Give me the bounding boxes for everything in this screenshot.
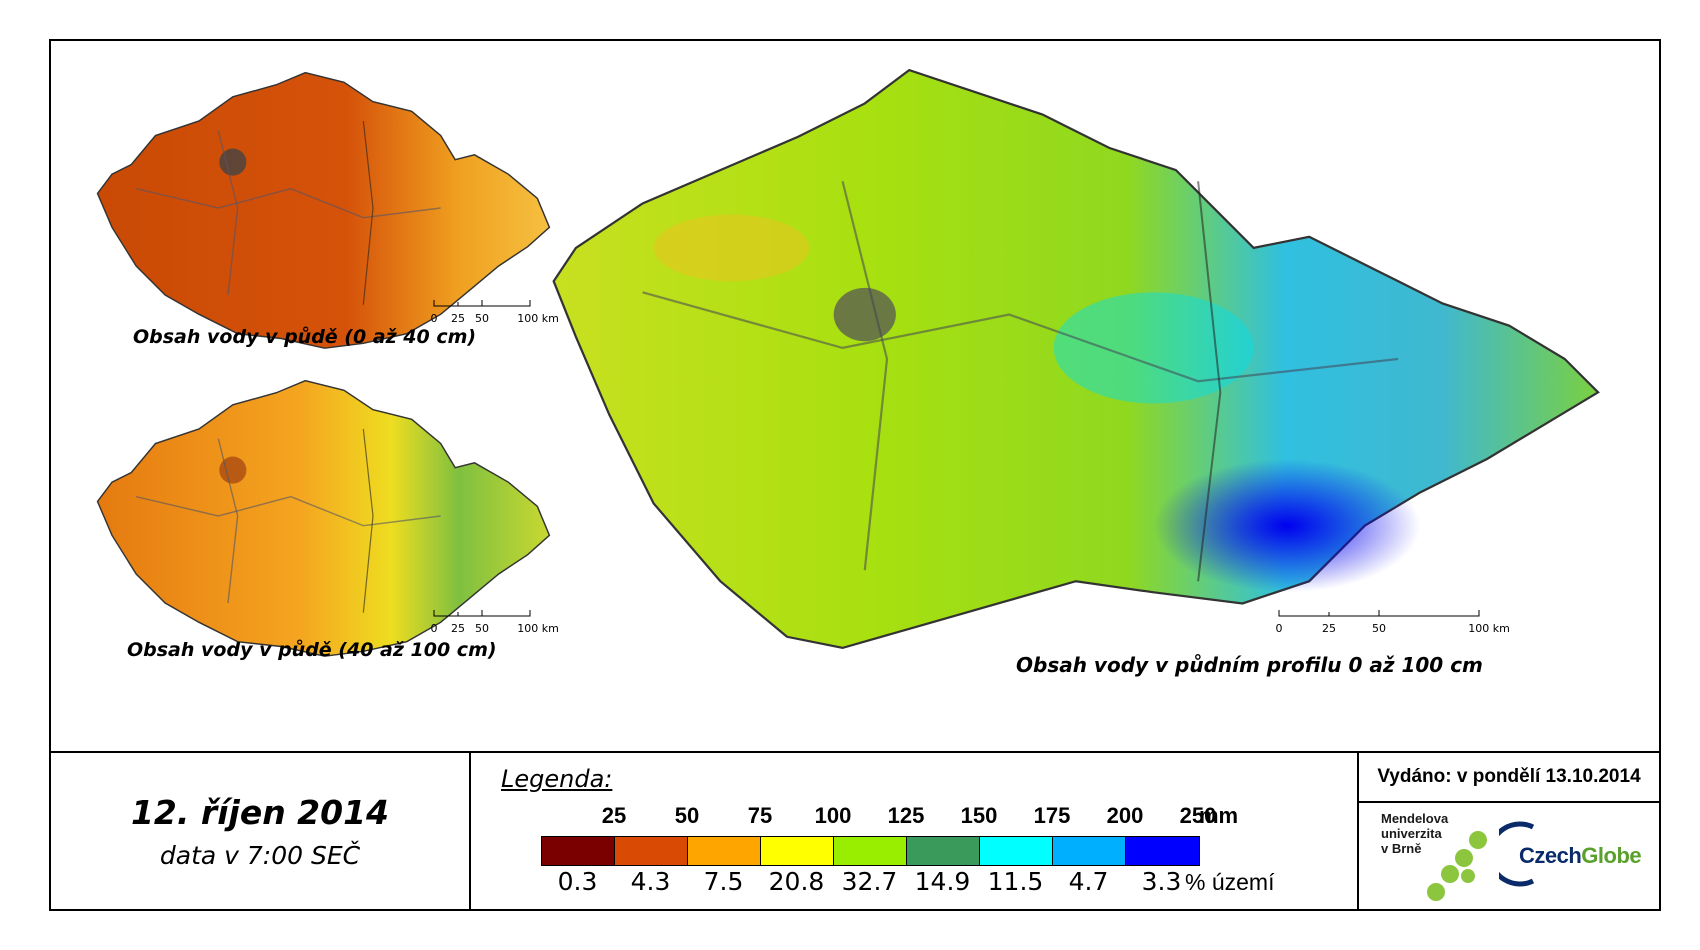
legend-swatch [1126, 837, 1199, 865]
legend-pct-value: 4.3 [630, 867, 671, 896]
mendel-university-logo: Mendelova univerzita v Brně [1381, 811, 1501, 905]
legend-pct-value: 3.3 [1141, 867, 1182, 896]
legend-swatch [1053, 837, 1126, 865]
date-title: 12. říjen 2014 [130, 793, 390, 832]
legend-mm-value: 150 [960, 803, 998, 828]
scalebar-small-bottom: 0 25 50 100 km [431, 610, 593, 640]
legend-pct-value: 0.3 [557, 867, 598, 896]
maps-area: Obsah vody v půdě (0 až 40 cm) Obsah vod… [51, 41, 1659, 751]
scalebar-small-top: 0 25 50 100 km [431, 300, 593, 330]
legend-mm-value: 50 [674, 803, 700, 828]
legend-swatch [980, 837, 1053, 865]
legend-swatch [761, 837, 834, 865]
date-subtitle: data v 7:00 SEČ [159, 841, 361, 870]
legend-pct-value: 11.5 [987, 867, 1044, 896]
caption-small-bottom: Obsah vody v půdě (40 až 100 cm) [127, 639, 497, 661]
czechglobe-logo: CzechGlobe [1499, 819, 1649, 889]
legend-mm-value: 200 [1106, 803, 1144, 828]
info-panel: 12. říjen 2014 data v 7:00 SEČ Legenda: … [51, 751, 1659, 911]
legend-mm-value: 25 [601, 803, 627, 828]
legend-pct-value: 14.9 [914, 867, 971, 896]
map-large [552, 68, 1600, 650]
legend-mm-unit: mm [1199, 803, 1239, 828]
issuer-cell: Vydáno: v pondělí 13.10.2014 Mendelova u… [1359, 753, 1659, 911]
legend-mm-value: 175 [1033, 803, 1071, 828]
legend-pct-value: 20.8 [768, 867, 825, 896]
legend-swatch [688, 837, 761, 865]
caption-large: Obsah vody v půdním profilu 0 až 100 cm [1016, 653, 1483, 677]
map-small-bottom [96, 379, 551, 657]
czech-outline [96, 379, 551, 657]
legend-swatch [907, 837, 980, 865]
map-frame: Obsah vody v půdě (0 až 40 cm) Obsah vod… [49, 39, 1661, 911]
czech-outline [96, 71, 551, 349]
legend-pct-value: 32.7 [841, 867, 898, 896]
legend: Legenda: 25 50 75 100 125 150 175 200 250 mm 0.3… [471, 753, 1359, 911]
legend-swatch [834, 837, 907, 865]
legend-pct-unit: % území [1185, 869, 1275, 895]
legend-mm-value: 75 [747, 803, 773, 828]
legend-swatch [615, 837, 688, 865]
legend-pct-value: 7.5 [703, 867, 744, 896]
legend-mm-value: 125 [887, 803, 925, 828]
issued-date: Vydáno: v pondělí 13.10.2014 [1359, 753, 1659, 803]
legend-mm-value: 250 [1179, 803, 1217, 828]
legend-mm-value: 100 [814, 803, 852, 828]
map-small-top [96, 71, 551, 349]
date-cell: 12. říjen 2014 data v 7:00 SEČ [51, 753, 471, 911]
scalebar-large: 0 25 50 100 km [1276, 610, 1538, 640]
legend-swatch [542, 837, 615, 865]
legend-color-bar [541, 836, 1200, 866]
caption-small-top: Obsah vody v půdě (0 až 40 cm) [133, 326, 477, 348]
legend-pct-value: 4.7 [1068, 867, 1109, 896]
legend-title: Legenda: [501, 765, 613, 793]
